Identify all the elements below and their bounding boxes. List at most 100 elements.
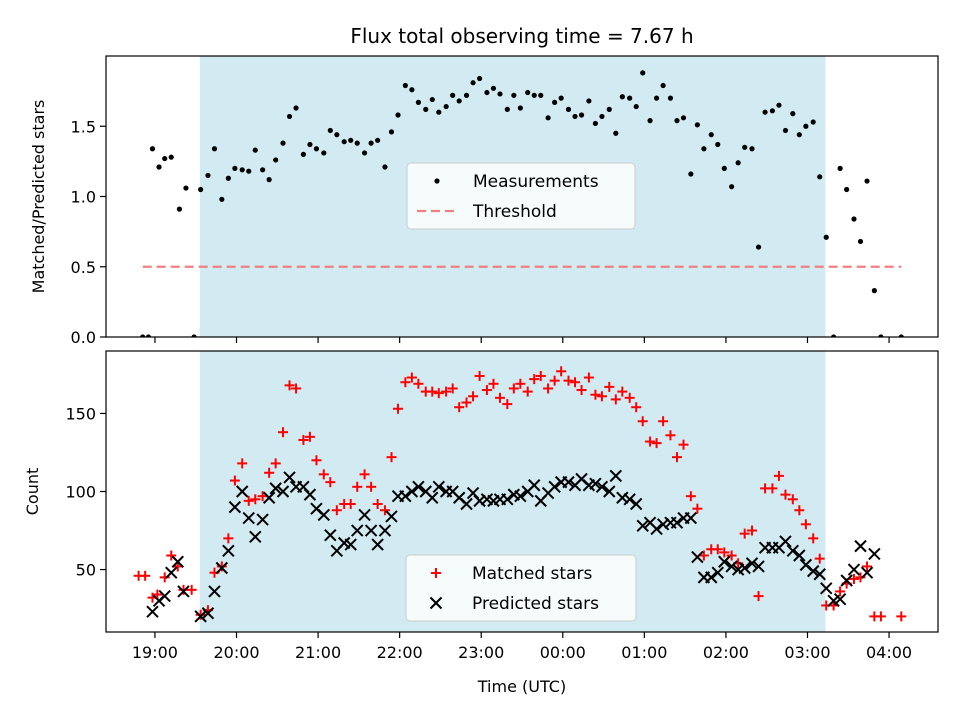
matched-stars-point (800, 519, 811, 530)
measurement-point (348, 137, 354, 143)
predicted-stars-point (177, 585, 190, 598)
measurement-point (592, 120, 599, 127)
measurement-point (627, 95, 633, 101)
matched-stars-point (386, 452, 397, 463)
measurement-point (225, 175, 231, 181)
measurement-point (168, 154, 174, 160)
measurement-point (823, 234, 829, 240)
measurement-point (878, 334, 884, 337)
measurement-point (667, 95, 674, 101)
matched-stars-point (159, 572, 170, 583)
predicted-stars-point (589, 477, 602, 490)
predicted-stars-point (670, 516, 684, 529)
matched-stars-point (379, 505, 390, 516)
measurement-point (572, 113, 578, 120)
measurement-point (484, 89, 490, 96)
ratio-y-tick-label: 1.0 (71, 188, 96, 207)
measurement-point (721, 165, 727, 171)
predicted-stars-point (165, 566, 178, 579)
predicted-stars-point (595, 480, 609, 494)
ratio-y-tick-label: 0.0 (71, 328, 96, 347)
predicted-stars-point (623, 493, 636, 506)
measurement-point (871, 288, 877, 294)
measurement-point (183, 185, 189, 191)
matched-stars-point (896, 611, 907, 622)
measurement-point (898, 334, 904, 337)
matched-stars-point (767, 483, 778, 494)
measurement-point (395, 112, 401, 118)
predicted-stars-point (344, 538, 357, 551)
matched-stars-point (481, 385, 492, 396)
predicted-stars-point (603, 485, 616, 498)
matched-stars-point (291, 383, 302, 394)
predicted-stars-point (860, 566, 874, 579)
measurement-point (246, 168, 252, 174)
matched-stars-point (250, 494, 261, 505)
matched-stars-point (604, 381, 615, 392)
measurement-point (688, 171, 694, 177)
predicted-stars-point (317, 508, 330, 522)
matched-stars-point (875, 611, 886, 622)
ratio-plot-area (140, 70, 904, 337)
predicted-stars-point (262, 491, 276, 504)
legend-marker-predicted (429, 596, 443, 610)
ratio-legend: Measurements Threshold (406, 162, 636, 230)
matched-stars-point (658, 416, 669, 427)
matched-stars-point (372, 498, 383, 509)
measurement-point (354, 140, 360, 146)
measurement-point (388, 129, 395, 135)
matched-stars-point (645, 436, 656, 447)
measurement-point (463, 92, 470, 98)
legend-label: Predicted stars (472, 594, 599, 614)
measurement-point (633, 103, 639, 110)
measurement-point (140, 334, 146, 337)
matched-stars-point (678, 439, 689, 450)
measurement-point (450, 92, 456, 98)
measurement-point (729, 184, 735, 190)
matched-stars-point (543, 383, 554, 394)
matched-stars-point (726, 550, 737, 561)
predicted-stars-point (236, 485, 249, 498)
measurement-point (470, 80, 476, 86)
measurement-point (864, 178, 870, 184)
predicted-stars-point (146, 605, 159, 618)
x-tick-label: 04:00 (866, 643, 912, 662)
predicted-stars-point (194, 610, 207, 623)
measurement-point (715, 141, 721, 148)
x-tick-label: 23:00 (458, 643, 504, 662)
measurement-point (476, 75, 483, 82)
matched-stars-point (535, 370, 546, 381)
measurement-point (680, 115, 687, 121)
predicted-stars-point (528, 479, 541, 492)
measurement-point (755, 244, 762, 250)
x-tick-label: 02:00 (703, 643, 749, 662)
predicted-stars-point (378, 524, 392, 537)
measurement-point (239, 167, 245, 173)
x-tick-label: 21:00 (295, 643, 341, 662)
matched-stars-point (237, 458, 248, 469)
predicted-stars-point (847, 563, 861, 576)
measurement-point (613, 130, 619, 136)
matched-stars-point (692, 503, 703, 514)
matched-stars-point (862, 561, 873, 572)
legend-marker-matched (431, 568, 441, 578)
matched-stars-point (284, 380, 295, 391)
predicted-stars-point (636, 519, 649, 533)
measurement-point (266, 177, 272, 183)
x-tick-label: 03:00 (784, 643, 830, 662)
predicted-stars-point (399, 489, 412, 503)
chart-title: Flux total observing time = 7.67 h (350, 24, 693, 48)
measurement-point (273, 157, 279, 163)
matched-stars-point (257, 491, 268, 502)
predicted-stars-point (650, 522, 663, 536)
measurement-point (280, 140, 286, 146)
matched-stars-point (304, 431, 315, 442)
matched-stars-point (848, 573, 859, 584)
matched-stars-point (413, 378, 424, 389)
measurement-point (742, 144, 748, 150)
matched-stars-point (298, 434, 309, 445)
measurement-point (837, 165, 843, 171)
measurement-point (402, 82, 408, 89)
matched-stars-point (502, 399, 513, 410)
matched-stars-point (325, 477, 336, 488)
